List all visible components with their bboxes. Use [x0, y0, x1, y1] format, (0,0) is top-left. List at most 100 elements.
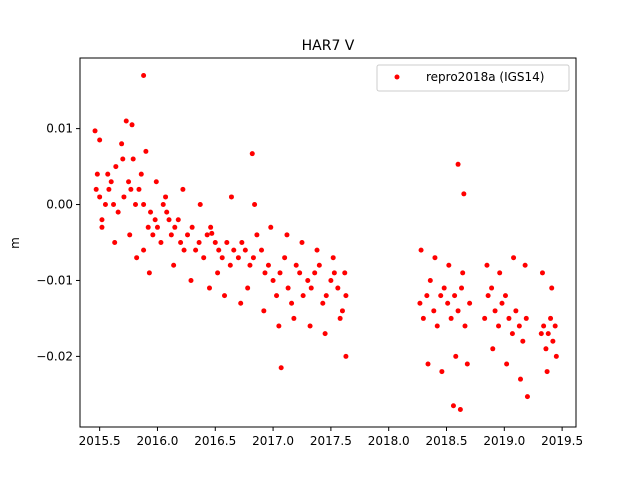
data-point: [289, 300, 295, 306]
data-point: [112, 240, 118, 245]
data-point: [461, 191, 467, 197]
data-point: [158, 240, 164, 245]
data-point: [268, 224, 274, 230]
data-point: [227, 262, 233, 268]
data-point: [212, 240, 218, 245]
y-tick-label: 0.01: [46, 122, 73, 136]
data-point: [145, 224, 151, 230]
data-point: [138, 171, 144, 177]
y-tick-label: −0.01: [36, 273, 73, 287]
x-tick-label: 2018.5: [426, 434, 468, 448]
data-point: [284, 232, 290, 238]
data-point: [323, 293, 329, 299]
data-point: [549, 285, 555, 291]
data-point: [127, 232, 133, 238]
data-point: [550, 338, 556, 344]
data-point: [513, 308, 519, 314]
data-point: [164, 209, 170, 215]
data-point: [278, 365, 284, 371]
data-point: [464, 361, 470, 367]
data-point: [427, 277, 433, 283]
x-tick-label: 2018.0: [368, 434, 410, 448]
data-point: [242, 247, 248, 253]
data-point: [520, 338, 526, 344]
data-point: [99, 217, 105, 223]
data-point: [181, 247, 187, 253]
data-point: [270, 277, 276, 283]
data-point: [172, 224, 178, 230]
data-point: [197, 202, 203, 208]
data-point: [219, 255, 225, 261]
data-point: [343, 293, 349, 299]
data-point: [300, 293, 306, 299]
data-point: [128, 186, 134, 192]
data-point: [148, 209, 154, 215]
data-point: [453, 353, 459, 359]
data-point: [134, 255, 140, 261]
y-axis: −0.02 −0.01 0.00 0.01: [36, 122, 80, 363]
data-point: [524, 394, 530, 400]
data-point: [175, 217, 181, 223]
data-point: [97, 137, 103, 143]
legend-entry-label: repro2018a (IGS14): [426, 70, 544, 84]
data-point: [504, 361, 510, 367]
x-tick-label: 2017.5: [310, 434, 352, 448]
data-point: [252, 202, 258, 208]
data-point: [133, 202, 138, 208]
data-point: [141, 202, 147, 208]
data-point: [93, 186, 99, 192]
axes-frame: [79, 57, 577, 428]
data-point: [297, 270, 303, 276]
data-point: [247, 262, 253, 268]
data-point: [166, 217, 172, 223]
data-point: [314, 247, 320, 253]
data-point: [490, 346, 496, 352]
data-point: [544, 369, 550, 375]
data-point: [119, 141, 125, 147]
data-point: [231, 247, 237, 253]
data-point: [189, 224, 195, 230]
data-point: [457, 407, 463, 413]
data-point: [235, 255, 241, 261]
data-point: [146, 270, 152, 276]
data-point: [330, 255, 336, 261]
data-point: [193, 247, 199, 253]
data-point: [168, 232, 174, 238]
data-point: [417, 300, 423, 306]
data-point: [196, 240, 202, 245]
data-point: [224, 240, 230, 245]
data-point: [228, 194, 234, 200]
data-point: [222, 293, 228, 299]
x-tick-label: 2017.0: [252, 434, 294, 448]
legend: repro2018a (IGS14): [376, 64, 570, 92]
data-point: [420, 315, 426, 321]
data-point: [496, 323, 502, 329]
data-point: [204, 232, 210, 238]
data-point: [316, 262, 322, 268]
legend-marker: [394, 74, 400, 80]
data-point: [274, 293, 280, 299]
data-point: [305, 277, 311, 283]
data-point: [206, 285, 212, 291]
data-point: [180, 186, 186, 192]
data-point: [509, 331, 515, 337]
plot-area: [92, 72, 559, 413]
data-point: [201, 255, 207, 261]
data-point: [185, 232, 191, 238]
data-point: [462, 323, 468, 329]
data-point: [446, 262, 452, 268]
data-point: [254, 232, 260, 238]
data-point: [432, 255, 438, 261]
data-point: [111, 202, 117, 208]
data-point: [516, 323, 522, 329]
data-point: [511, 255, 517, 261]
data-point: [450, 403, 456, 409]
data-point: [163, 194, 169, 200]
data-point: [418, 247, 424, 253]
data-point: [160, 202, 166, 208]
data-point: [141, 72, 147, 78]
data-point: [129, 122, 135, 128]
x-tick-label: 2016.5: [194, 434, 236, 448]
data-point: [439, 369, 445, 375]
x-tick-label: 2019.0: [483, 434, 525, 448]
